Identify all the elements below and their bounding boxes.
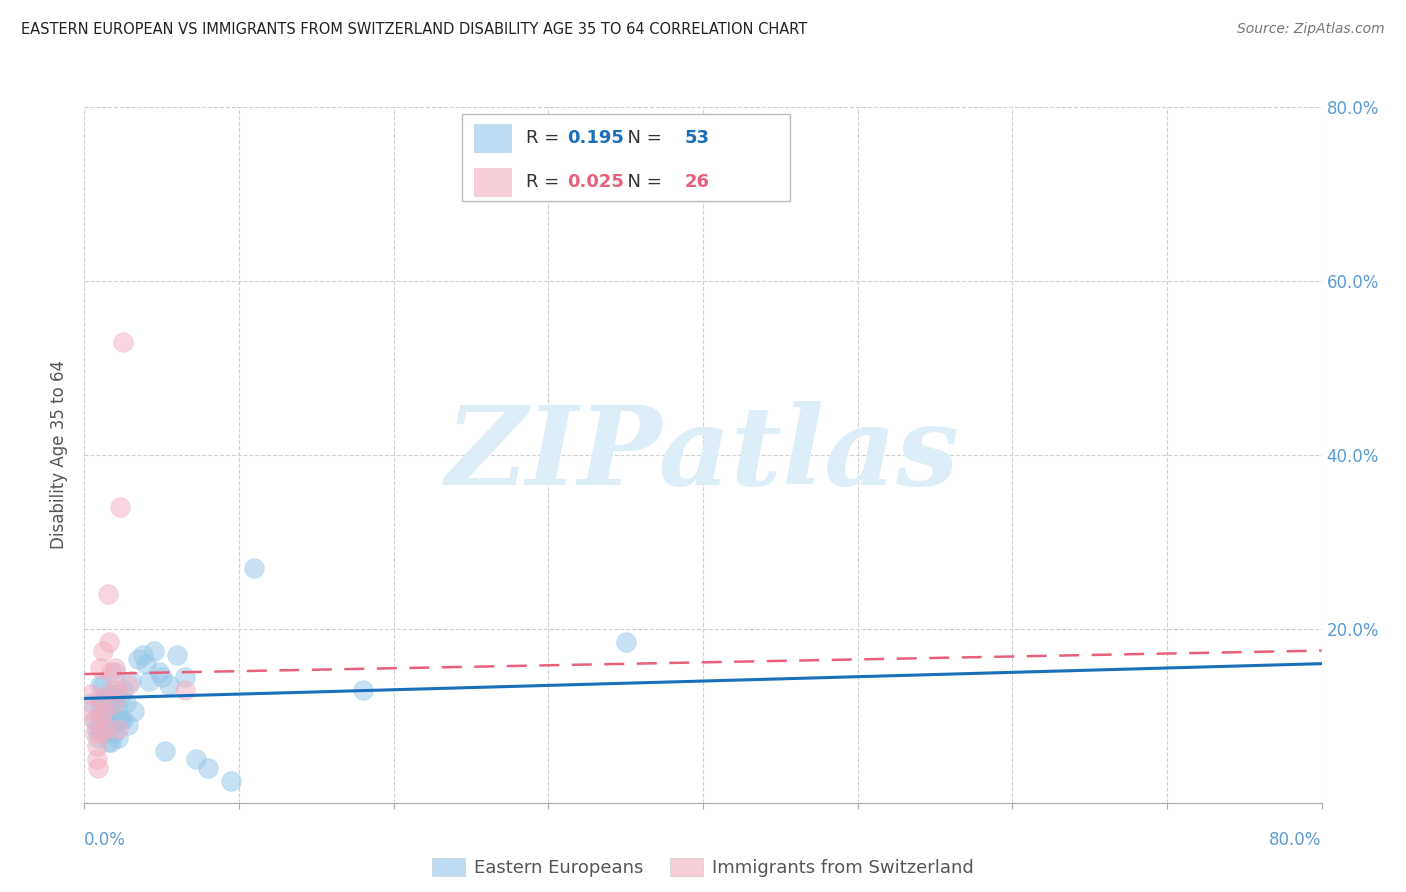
Point: [97, 705, 120, 719]
Point: [101, 713, 124, 727]
Point: [112, 334, 135, 349]
Point: [87, 731, 110, 745]
Point: [108, 691, 131, 706]
Point: [79, 687, 101, 701]
Text: N =: N =: [616, 129, 668, 147]
Text: N =: N =: [616, 173, 668, 191]
Point: [614, 635, 637, 649]
Point: [100, 717, 122, 731]
Text: R =: R =: [526, 173, 565, 191]
Point: [94, 722, 117, 736]
Y-axis label: Disability Age 35 to 64: Disability Age 35 to 64: [51, 360, 69, 549]
Point: [83, 713, 105, 727]
Point: [110, 713, 132, 727]
Point: [100, 735, 122, 749]
Point: [90, 708, 112, 723]
Point: [352, 682, 374, 697]
Point: [103, 726, 125, 740]
Point: [90, 722, 112, 736]
Point: [150, 670, 173, 684]
Point: [86, 752, 108, 766]
Text: 0.195: 0.195: [567, 129, 624, 147]
Point: [105, 682, 128, 697]
Text: R =: R =: [526, 129, 565, 147]
Point: [94, 691, 117, 706]
Point: [107, 713, 129, 727]
Point: [104, 687, 127, 701]
Point: [89, 691, 111, 706]
Point: [159, 678, 181, 692]
Point: [184, 752, 207, 766]
Point: [89, 661, 111, 675]
Point: [108, 500, 131, 514]
Point: [91, 696, 114, 710]
Point: [148, 665, 170, 680]
Point: [122, 705, 145, 719]
FancyBboxPatch shape: [474, 124, 512, 153]
Point: [84, 713, 107, 727]
Text: ZIPatlas: ZIPatlas: [446, 401, 960, 508]
Point: [103, 696, 125, 710]
Point: [82, 705, 104, 719]
Text: 0.025: 0.025: [567, 173, 624, 191]
Point: [87, 761, 110, 775]
Text: EASTERN EUROPEAN VS IMMIGRANTS FROM SWITZERLAND DISABILITY AGE 35 TO 64 CORRELAT: EASTERN EUROPEAN VS IMMIGRANTS FROM SWIT…: [21, 22, 807, 37]
Point: [153, 744, 176, 758]
Point: [138, 674, 160, 689]
Legend: Eastern Europeans, Immigrants from Switzerland: Eastern Europeans, Immigrants from Switz…: [425, 850, 981, 884]
Point: [91, 643, 114, 657]
Point: [112, 682, 135, 697]
Point: [128, 652, 150, 666]
Point: [82, 696, 104, 710]
Point: [97, 587, 120, 601]
Point: [91, 678, 114, 692]
Point: [117, 678, 139, 692]
Point: [93, 705, 115, 719]
Point: [117, 717, 139, 731]
Point: [89, 678, 111, 692]
Text: 53: 53: [685, 129, 710, 147]
Point: [107, 731, 129, 745]
Point: [104, 665, 127, 680]
Point: [98, 635, 121, 649]
Point: [97, 735, 120, 749]
Point: [120, 674, 142, 689]
Point: [93, 726, 115, 740]
Point: [97, 717, 120, 731]
Text: Source: ZipAtlas.com: Source: ZipAtlas.com: [1237, 22, 1385, 37]
Text: 0.0%: 0.0%: [84, 830, 127, 848]
Point: [243, 561, 266, 575]
Point: [221, 774, 243, 789]
Point: [143, 643, 166, 657]
Point: [89, 708, 111, 723]
Point: [105, 700, 128, 714]
Point: [166, 648, 188, 662]
Point: [174, 670, 197, 684]
Point: [107, 722, 129, 736]
Point: [197, 761, 219, 775]
Point: [115, 696, 138, 710]
FancyBboxPatch shape: [461, 114, 790, 201]
Point: [93, 708, 115, 723]
Point: [104, 661, 127, 675]
Text: 26: 26: [685, 173, 710, 191]
Point: [100, 665, 122, 680]
Point: [86, 739, 108, 754]
Point: [89, 696, 111, 710]
Point: [98, 687, 121, 701]
Point: [132, 648, 155, 662]
Point: [101, 696, 124, 710]
FancyBboxPatch shape: [474, 168, 512, 195]
Point: [101, 682, 124, 697]
Point: [90, 726, 112, 740]
Point: [84, 726, 107, 740]
Text: 80.0%: 80.0%: [1270, 830, 1322, 848]
Point: [112, 713, 135, 727]
Point: [135, 657, 157, 671]
Point: [174, 682, 197, 697]
Point: [86, 722, 108, 736]
Point: [98, 705, 121, 719]
